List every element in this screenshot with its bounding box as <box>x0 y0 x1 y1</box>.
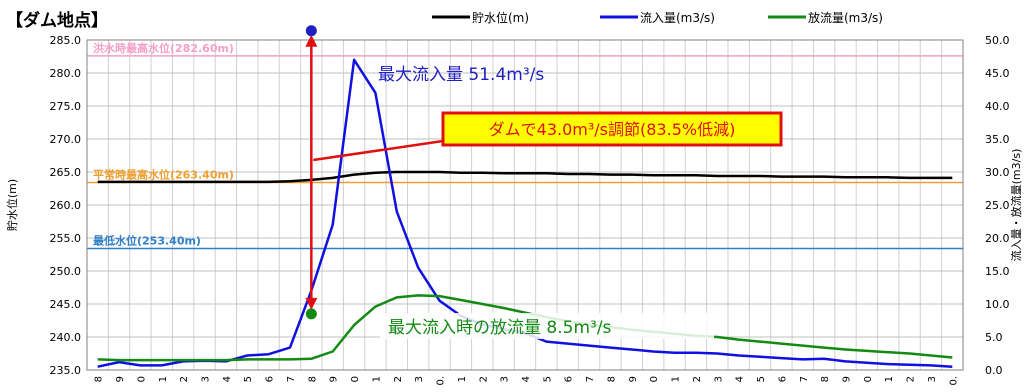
x-tick-label: 2 <box>692 376 703 382</box>
x-tick-label: 2 <box>478 376 489 382</box>
y-right-tick-label: 5.0 <box>985 331 1003 344</box>
x-tick-label: 3 <box>713 376 724 382</box>
y-left-tick-label: 260.0 <box>50 199 82 212</box>
y-left-tick-label: 285.0 <box>50 34 82 47</box>
x-tick-label: 0 <box>863 376 874 382</box>
y-left-tick-label: 270.0 <box>50 133 82 146</box>
x-tick-label: 8 <box>94 376 105 382</box>
y-left-tick-label: 250.0 <box>50 265 82 278</box>
x-tick-label: 5 <box>243 376 254 382</box>
x-tick-label: 8 <box>606 376 617 382</box>
x-tick-label: 2 <box>906 376 917 382</box>
series-line <box>97 294 953 362</box>
y-left-tick-label: 280.0 <box>50 67 82 80</box>
y-right-tick-label: 20.0 <box>985 232 1010 245</box>
y-left-label: 貯水位(m) <box>5 179 19 231</box>
x-tick-label: 1 <box>884 376 895 382</box>
x-tick-label: 9 <box>115 376 126 382</box>
regulation-callout-text: ダムで43.0m³/s調節(83.5%低減) <box>489 120 736 139</box>
x-tick-label: 3 <box>500 376 511 382</box>
arrow-head-down <box>305 297 318 310</box>
x-tick-label: 7 <box>799 376 810 382</box>
x-tick-label: 1 <box>158 376 169 382</box>
peak-outflow-label: 最大流入時の放流量 8.5m³/s <box>388 318 612 338</box>
legend-label: 貯水位(m) <box>472 10 529 25</box>
y-right-tick-label: 10.0 <box>985 298 1010 311</box>
plot-frame <box>86 39 964 371</box>
y-left-ticks: 235.0 240.0 245.0 250.0 255.0 260.0 265.0 270.0… <box>50 34 82 377</box>
y-right-tick-label: 45.0 <box>985 67 1010 80</box>
x-tick-label: 2 <box>393 376 404 382</box>
x-tick-label: 3 <box>927 376 938 382</box>
legend-label: 放流量(m3/s) <box>808 10 883 25</box>
x-tick-label: 9 <box>628 376 639 382</box>
annotations: 最大流入量 51.4m³/s 最大流入時の放流量 8.5m³/s ダムで43.0m³… <box>305 25 783 339</box>
x-tick-label: 5 <box>756 376 767 382</box>
x-tick-label: 1 <box>671 376 682 382</box>
x-tick-label: 0 <box>649 376 660 382</box>
y-right-tick-label: 0.0 <box>985 364 1003 377</box>
y-right-tick-label: 30.0 <box>985 166 1010 179</box>
reference-line-label: 洪水時最高水位(282.60m) <box>93 41 234 55</box>
y-left-tick-label: 255.0 <box>50 232 82 245</box>
reference-line-label: 最低水位(253.40m) <box>93 234 201 248</box>
x-tick-label: 8 <box>820 376 831 382</box>
x-tick-label: 5 <box>542 376 553 382</box>
y-right-tick-label: 15.0 <box>985 265 1010 278</box>
x-tick-label: 7 <box>585 376 596 382</box>
x-tick-label: 0. <box>948 376 959 386</box>
x-tick-label: 6 <box>777 376 788 382</box>
x-tick-label: 0 <box>136 376 147 382</box>
regulation-callout-box <box>441 111 783 147</box>
x-tick-label: 4 <box>222 376 233 382</box>
y-left-tick-label: 235.0 <box>50 364 82 377</box>
series-line <box>97 170 953 184</box>
y-left-tick-label: 265.0 <box>50 166 82 179</box>
legend: 貯水位(m) 流入量(m3/s) 放流量(m3/s) <box>432 10 883 25</box>
x-tick-label: 0 <box>350 376 361 382</box>
y-left-tick-label: 275.0 <box>50 100 82 113</box>
peak-outflow-label-bg <box>380 313 714 339</box>
x-tick-label: 6 <box>265 376 276 382</box>
y-right-ticks: 0.0 5.0 10.0 15.0 20.0 25.0 30.0 35.0 40.0 45.0 50… <box>985 34 1010 377</box>
y-left-tick-label: 240.0 <box>50 331 82 344</box>
x-tick-label: 6 <box>564 376 575 382</box>
peak-outflow-marker <box>305 308 317 320</box>
y-right-tick-label: 25.0 <box>985 199 1010 212</box>
y-left-tick-label: 245.0 <box>50 298 82 311</box>
x-tick-label: 4 <box>735 376 746 382</box>
arrow-head-up <box>305 34 318 47</box>
peak-inflow-label: 最大流入量 51.4m³/s <box>378 65 544 85</box>
x-tick-label: 9 <box>841 376 852 382</box>
x-tick-label: 9 <box>329 376 340 382</box>
x-tick-label: 0. <box>436 376 447 386</box>
regulation-leader-line <box>313 139 444 162</box>
y-right-label: 流入量・放流量(m3/s) <box>1009 149 1023 262</box>
x-tick-label: 1 <box>371 376 382 382</box>
legend-label: 流入量(m3/s) <box>640 11 715 25</box>
reference-line-label: 平常時最高水位(263.40m) <box>93 168 234 182</box>
x-tick-label: 3 <box>414 376 425 382</box>
x-tick-label: 7 <box>286 376 297 382</box>
x-tick-label: 8 <box>307 376 318 382</box>
x-tick-label: 3 <box>201 376 212 382</box>
x-tick-label: 2 <box>179 376 190 382</box>
x-tick-label: 1 <box>457 376 468 382</box>
chart-title: 【ダム地点】 <box>6 10 108 31</box>
peak-inflow-marker <box>305 25 317 37</box>
y-right-tick-label: 35.0 <box>985 133 1010 146</box>
x-tick-label: 4 <box>521 376 532 382</box>
y-right-tick-label: 50.0 <box>985 34 1010 47</box>
y-right-tick-label: 40.0 <box>985 100 1010 113</box>
x-ticks: 8 9 0 1 2 3 4 5 6 7 8 9 0 1 2 3 0. 1 2 3 4 5 6 7 8 9 0 1 2 3 4 5 6 7 8 9 0 1 2… <box>94 376 960 386</box>
